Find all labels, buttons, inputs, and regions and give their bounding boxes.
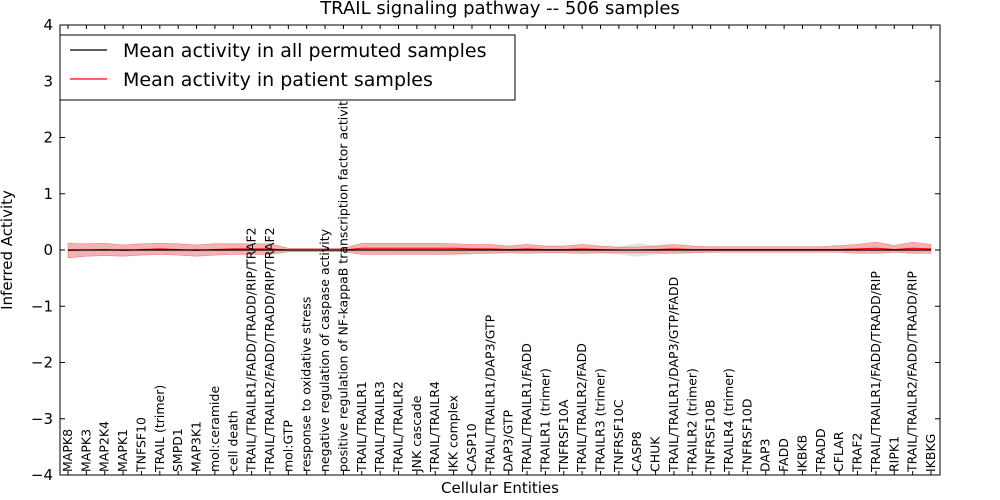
y-tick-label: −1	[31, 297, 53, 315]
x-tick-label: TRAIL/TRAILR1	[354, 381, 369, 473]
x-tick-label: TNFRSF10C	[611, 399, 626, 473]
x-tick-label: IKK complex	[446, 395, 461, 472]
x-tick-label: TRAIL/TRAILR1/FADD	[519, 343, 534, 473]
y-axis-ticks: −4 −3 −2 −1 0 1 2 3 4	[31, 16, 940, 484]
y-tick-label: −4	[31, 466, 53, 484]
x-tick-label: DAP3	[758, 439, 773, 472]
x-tick-label: mol:ceramide	[207, 386, 222, 472]
x-tick-label: response to oxidative stress	[299, 297, 314, 472]
y-tick-label: 0	[43, 241, 53, 259]
x-tick-labels: MAPK8 MAPK3 MAP2K4 MAPK1 TNFSF10 TRAIL (trime…	[60, 25, 938, 475]
x-axis-label: Cellular Entities	[441, 479, 559, 497]
x-tick-label: TRAF2	[850, 432, 865, 473]
x-tick-label: FADD	[776, 438, 791, 472]
x-tick-label: TRAIL/TRAILR4	[427, 381, 442, 473]
x-tick-label: positive regulation of NF-kappaB transcr…	[335, 93, 350, 472]
x-tick-label: TNFRSF10D	[739, 398, 754, 473]
x-tick-label: TNFSF10	[133, 417, 148, 473]
x-tick-label: TRAILR4 (trimer)	[721, 368, 736, 473]
y-tick-label: −3	[31, 410, 53, 428]
legend: Mean activity in all permuted samples Me…	[59, 34, 516, 101]
x-tick-label: SMPD1	[170, 428, 185, 472]
y-tick-label: 4	[43, 16, 53, 34]
x-tick-label: TRAIL/TRAILR3	[372, 381, 387, 473]
x-tick-label: TRAIL/TRAILR1/DAP3/GTP/FADD	[666, 277, 681, 473]
x-tick-label: MAPK3	[78, 429, 93, 472]
plot-frame	[59, 24, 941, 476]
y-tick-label: −2	[31, 354, 53, 372]
x-tick-label: TRAIL/TRAILR2/FADD/TRADD/RIP	[905, 271, 920, 473]
x-tick-label: TNFRSF10A	[556, 399, 571, 473]
legend-box	[59, 34, 516, 101]
x-tick-label: IKBKG	[923, 434, 938, 472]
x-tick-label: CASP10	[464, 423, 479, 472]
x-tick-label: TRAIL/TRAILR1/DAP3/GTP	[482, 314, 497, 473]
legend-label-patient: Mean activity in patient samples	[123, 69, 433, 91]
x-tick-label: CFLAR	[831, 431, 846, 472]
x-tick-label: MAPK8	[60, 429, 75, 472]
x-tick-label: TRAIL/TRAILR2	[391, 381, 406, 473]
x-tick-label: TRAIL (trimer)	[152, 385, 167, 473]
chart-title: TRAIL signaling pathway -- 506 samples	[319, 0, 680, 19]
y-tick-label: 1	[43, 185, 53, 203]
x-tick-label: CASP8	[629, 431, 644, 472]
x-tick-label: CHUK	[648, 436, 663, 472]
x-tick-label: DAP3/GTP	[501, 409, 516, 472]
x-tick-label: MAPK1	[115, 429, 130, 472]
y-axis-label: Inferred Activity	[0, 190, 16, 310]
legend-label-permuted: Mean activity in all permuted samples	[123, 40, 486, 62]
x-tick-label: TRAILR2 (trimer)	[684, 368, 699, 473]
x-tick-label: TNFRSF10B	[703, 400, 718, 473]
x-tick-label: TRAIL/TRAILR2/FADD	[574, 343, 589, 473]
x-tick-label: mol:GTP	[280, 420, 295, 472]
x-tick-label: cell death	[225, 410, 240, 472]
x-tick-label: TRAIL/TRAILR1/FADD/TRADD/RIP	[868, 271, 883, 473]
x-tick-label: MAP3K1	[189, 421, 204, 472]
x-tick-label: TRAILR3 (trimer)	[592, 368, 607, 473]
y-tick-label: 3	[43, 72, 53, 90]
x-tick-label: JNK cascade	[409, 395, 424, 473]
x-tick-label: TRAIL/TRAILR1/FADD/TRADD/RIP/TRAF2	[244, 227, 259, 473]
x-tick-label: TRADD	[813, 428, 828, 473]
series-lines	[67, 247, 932, 252]
x-tick-label: TRAILR1 (trimer)	[537, 368, 552, 473]
x-tick-label: MAP2K4	[97, 421, 112, 472]
y-tick-label: 2	[43, 129, 53, 147]
x-tick-label: RIPK1	[886, 436, 901, 472]
x-tick-label: IKBKB	[794, 435, 809, 472]
x-tick-label: negative regulation of caspase activity	[317, 228, 332, 472]
x-tick-label: TRAIL/TRAILR2/FADD/TRADD/RIP/TRAF2	[262, 227, 277, 473]
